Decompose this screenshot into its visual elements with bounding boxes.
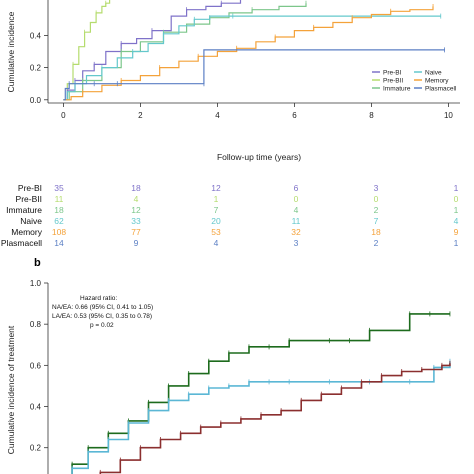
- panel-a-x-axis-label: Follow-up time (years): [217, 152, 301, 162]
- y-tick-label: 1.0: [30, 279, 42, 288]
- legend-label: Immature: [383, 85, 411, 92]
- risk-value: 11: [55, 194, 64, 204]
- panel-a-legend: Pre-BI Naive Pre-BII Memory Immature Plasmace…: [372, 69, 457, 92]
- risk-row-label: Pre-BII: [16, 194, 42, 204]
- risk-value: 62: [54, 216, 64, 226]
- y-tick-label: 0.2: [30, 444, 42, 453]
- risk-value: 12: [131, 205, 141, 215]
- annotation-line: Hazard ratio:: [80, 295, 117, 302]
- series-line-memory: [63, 6, 434, 101]
- risk-value: 1: [454, 205, 459, 215]
- risk-value: 7: [214, 205, 219, 215]
- risk-value: 14: [54, 238, 64, 248]
- risk-value: 4: [294, 205, 299, 215]
- panel-b-y-ticks: 0.2 0.4 0.6 0.8 1.0: [30, 279, 48, 453]
- risk-value: 6: [294, 183, 299, 193]
- panel-b-series: [71, 311, 451, 474]
- series-line-pre-bi: [63, 0, 242, 101]
- risk-value: 3: [374, 183, 379, 193]
- risk-value: 2: [374, 238, 379, 248]
- risk-value: 108: [52, 227, 66, 237]
- risk-value: 0: [454, 194, 459, 204]
- legend-label: Plasmacell: [425, 85, 457, 92]
- risk-value: 12: [211, 183, 221, 193]
- series-line-immature: [63, 3, 307, 101]
- risk-value: 3: [294, 238, 299, 248]
- panel-b-letter: b: [34, 257, 41, 269]
- risk-value: 77: [131, 227, 141, 237]
- y-tick-label: 0.4: [30, 31, 42, 40]
- panel-b-chart: Cumulative incidence of treatment 0.2 0.4…: [6, 279, 451, 474]
- panel-b-y-axis-label: Cumulative incidence of treatment: [6, 325, 16, 454]
- risk-value: 53: [211, 227, 221, 237]
- x-tick-label: 10: [444, 111, 453, 120]
- panel-a-y-axis-label: Cumulative incidence: [6, 11, 16, 92]
- legend-label: Pre-BI: [383, 69, 402, 76]
- risk-row-label: Plasmacell: [1, 238, 42, 248]
- risk-row-label: Immature: [6, 205, 42, 215]
- risk-value: 4: [454, 216, 459, 226]
- x-tick-label: 0: [61, 111, 66, 120]
- risk-value: 32: [291, 227, 301, 237]
- risk-value: 7: [374, 216, 379, 226]
- risk-value: 18: [131, 183, 141, 193]
- legend-label: Naive: [425, 69, 442, 76]
- x-tick-label: 4: [215, 111, 220, 120]
- series-line-3: [99, 363, 451, 474]
- risk-value: 9: [454, 227, 459, 237]
- panel-a-x-ticks: 0 2 4 6 8 10: [61, 103, 453, 120]
- panel-a-chart: Cumulative incidence 0.0 0.2 0.4 0 2 4 6 8 10 P…: [6, 0, 460, 162]
- risk-value: 4: [214, 238, 219, 248]
- annotation-line: NA/EA: 0.66 (95% CI, 0.41 to 1.05): [52, 304, 153, 311]
- legend-label: Memory: [425, 77, 449, 84]
- risk-value: 20: [211, 216, 221, 226]
- legend-label: Pre-BII: [383, 77, 403, 84]
- annotation-line: p = 0.02: [90, 322, 114, 329]
- series-line-pre-bii: [63, 0, 111, 101]
- risk-row-label: Naive: [20, 216, 42, 226]
- annotation-line: LA/EA: 0.53 (95% CI, 0.35 to 0.78): [52, 313, 152, 320]
- risk-value: 18: [54, 205, 64, 215]
- risk-value: 35: [54, 183, 64, 193]
- risk-value: 4: [134, 194, 139, 204]
- panel-a-y-ticks: 0.0 0.2 0.4: [30, 31, 48, 105]
- risk-value: 1: [454, 183, 459, 193]
- risk-value: 9: [134, 238, 139, 248]
- risk-row-label: Memory: [11, 227, 42, 237]
- risk-value: 2: [374, 205, 379, 215]
- series-line-2: [71, 361, 451, 474]
- risk-value: 1: [214, 194, 219, 204]
- x-tick-label: 8: [369, 111, 374, 120]
- y-tick-label: 0.4: [30, 403, 42, 412]
- risk-value: 0: [294, 194, 299, 204]
- risk-value: 1: [454, 238, 459, 248]
- x-tick-label: 2: [138, 111, 143, 120]
- risk-row-label: Pre-BI: [18, 183, 42, 193]
- x-tick-label: 6: [292, 111, 297, 120]
- risk-value: 33: [131, 216, 141, 226]
- hazard-ratio-annotation: Hazard ratio: NA/EA: 0.66 (95% CI, 0.41 t…: [52, 295, 153, 329]
- y-tick-label: 0.8: [30, 320, 42, 329]
- panel-a-series: [63, 0, 445, 101]
- y-tick-label: 0.0: [30, 96, 42, 105]
- risk-value: 11: [292, 216, 301, 226]
- risk-value: 18: [371, 227, 381, 237]
- y-tick-label: 0.2: [30, 64, 42, 73]
- risk-value: 0: [374, 194, 379, 204]
- y-tick-label: 0.6: [30, 361, 42, 370]
- series-line-1: [71, 313, 450, 474]
